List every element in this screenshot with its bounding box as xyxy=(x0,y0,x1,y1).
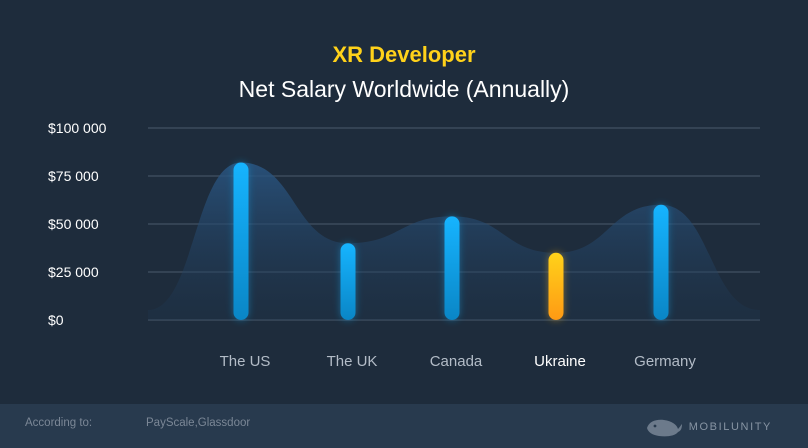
chart-title: XR Developer xyxy=(332,42,476,67)
salary-bar-chart: $0 $25 000 $50 000 $75 000 $100 000 The US Th… xyxy=(48,120,760,370)
x-tick-label: The UK xyxy=(327,353,378,370)
brand-logo: MOBILUNITY xyxy=(645,415,772,439)
y-tick-label: $50 000 xyxy=(48,216,99,232)
whale-icon xyxy=(646,419,682,437)
bar-canada xyxy=(444,216,460,320)
x-tick-label: Ukraine xyxy=(534,353,586,370)
according-to-label: According to: xyxy=(25,417,93,429)
y-tick-label: $25 000 xyxy=(48,264,99,280)
x-tick-label: Germany xyxy=(634,353,696,370)
x-tick-label: Canada xyxy=(430,353,483,370)
chart-subtitle: Net Salary Worldwide (Annually) xyxy=(238,76,570,102)
bar-germany xyxy=(653,204,669,320)
bar-the-uk xyxy=(340,243,356,320)
bar-the-us xyxy=(233,162,249,320)
y-tick-label: $100 000 xyxy=(48,120,107,136)
sources-text: PayScale,Glassdoor xyxy=(146,417,251,429)
brand-name: MOBILUNITY xyxy=(688,421,772,433)
y-tick-label: $75 000 xyxy=(48,168,99,184)
y-tick-label: $0 xyxy=(48,312,64,328)
x-tick-label: The US xyxy=(220,353,271,370)
bar-ukraine xyxy=(548,252,564,320)
footer: According to: PayScale,Glassdoor MOBILUN… xyxy=(0,404,808,448)
